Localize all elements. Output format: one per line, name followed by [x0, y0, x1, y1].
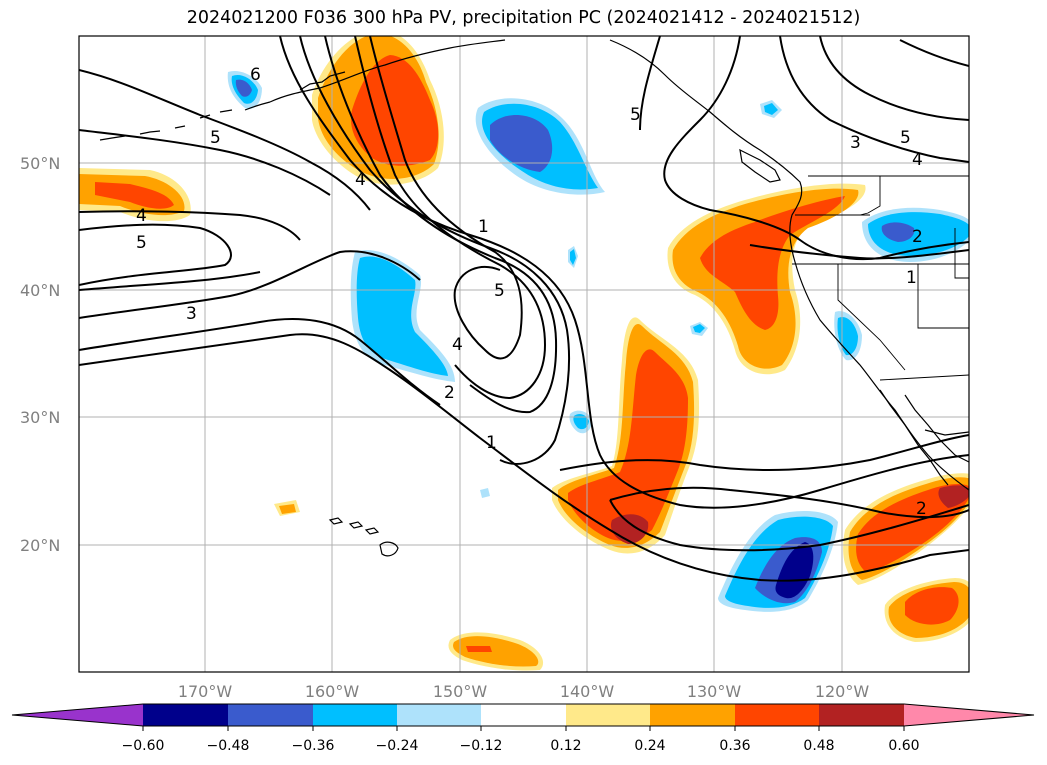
contour-label: 4: [452, 335, 463, 355]
colorbar-tick-label: 0.36: [719, 738, 750, 754]
colorbar-bin: [650, 704, 735, 726]
colorbar-tick-label: 0.12: [550, 738, 581, 754]
negative-precip-areas: [227, 70, 969, 612]
lon-label: 120°W: [815, 682, 870, 701]
colorbar-tick-label: 0.60: [888, 738, 919, 754]
colorbar-tick-label: −0.36: [292, 738, 335, 754]
colorbar-bin: [143, 704, 228, 726]
colorbar-bin: [397, 704, 481, 726]
colorbar-extend-right: [904, 704, 1034, 726]
contour-label: 4: [912, 150, 923, 170]
contour-label: 2: [912, 227, 923, 247]
longitude-labels: 170°W 160°W 150°W 140°W 130°W 120°W: [178, 682, 870, 701]
contour-label: 2: [444, 383, 455, 403]
contour-label: 3: [186, 304, 197, 324]
figure-title: 2024021200 F036 300 hPa PV, precipitatio…: [186, 8, 861, 28]
contour-label: 4: [355, 170, 366, 190]
contour-label: 5: [630, 105, 641, 125]
colorbar-tick-label: −0.12: [460, 738, 503, 754]
colorbar-extend-left: [12, 704, 143, 726]
colorbar-tick-label: −0.48: [207, 738, 250, 754]
lon-label: 150°W: [433, 682, 488, 701]
contour-label: 6: [250, 65, 261, 85]
lon-label: 160°W: [305, 682, 360, 701]
colorbar-bin: [819, 704, 904, 726]
lat-label: 50°N: [20, 154, 60, 173]
contour-label: 5: [494, 281, 505, 301]
colorbar-tick-label: 0.24: [634, 738, 665, 754]
colorbar-tick-label: −0.60: [122, 738, 165, 754]
contour-label: 5: [136, 233, 147, 253]
lon-label: 130°W: [687, 682, 742, 701]
contour-label: 1: [906, 268, 917, 288]
colorbar-tick-label: −0.24: [376, 738, 419, 754]
map-frame: [78, 35, 970, 673]
lat-label: 30°N: [20, 408, 60, 427]
contour-label: 1: [486, 433, 497, 453]
colorbar-bin: [566, 704, 650, 726]
lon-label: 140°W: [560, 682, 615, 701]
colorbar-bin: [481, 704, 566, 726]
borders: [792, 175, 969, 381]
contour-label: 2: [916, 499, 927, 519]
lat-label: 40°N: [20, 281, 60, 300]
contour-label: 5: [900, 128, 911, 148]
lon-label: 170°W: [178, 682, 233, 701]
pv-contours: [79, 36, 969, 582]
contour-label: 1: [478, 217, 489, 237]
colorbar: −0.60 −0.48 −0.36 −0.24 −0.12 0.12 0.24 …: [11, 703, 1035, 754]
colorbar-bin: [735, 704, 819, 726]
lat-label: 20°N: [20, 536, 60, 555]
colorbar-bin: [313, 704, 397, 726]
contour-label: 5: [210, 128, 221, 148]
latitude-labels: 50°N 40°N 30°N 20°N: [20, 154, 60, 555]
map-content: 6 5 4 1 5 4 5 3 5 4 2 1 3 5 4 2 1 2: [79, 36, 969, 672]
contour-label: 3: [850, 133, 861, 153]
colorbar-tick-label: 0.48: [803, 738, 834, 754]
positive-precip-areas: [79, 36, 969, 671]
colorbar-bin: [228, 704, 313, 726]
contour-label: 4: [136, 206, 147, 226]
contour-labels: 6 5 4 1 5 4 5 3 5 4 2 1 3 5 4 2 1 2: [136, 65, 927, 519]
